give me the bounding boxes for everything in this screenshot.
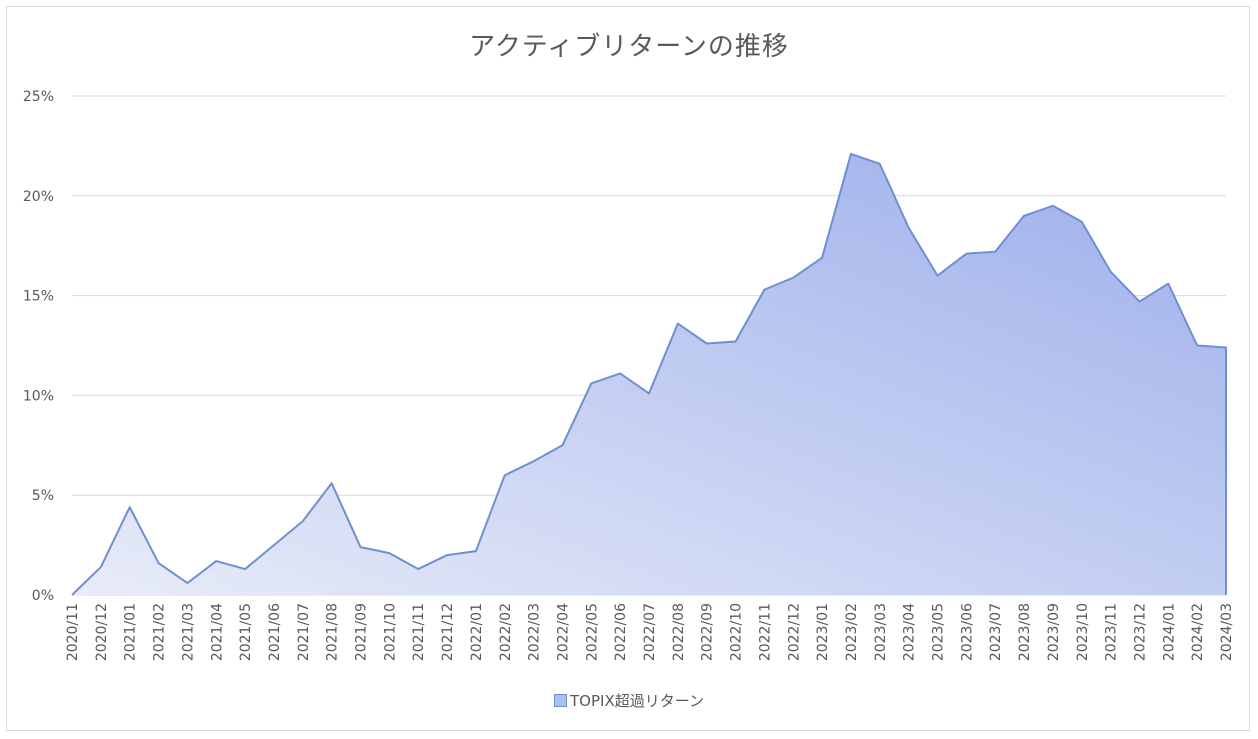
x-tick-label: 2022/11 bbox=[757, 603, 773, 661]
y-tick-label: 10% bbox=[23, 388, 54, 404]
y-tick-label: 5% bbox=[32, 488, 54, 504]
x-tick-label: 2021/02 bbox=[152, 603, 168, 661]
y-tick-label: 25% bbox=[23, 89, 54, 105]
x-axis-tick-labels: 2020/11 2020/12 2021/01 2021/02 2021/03 2021/… bbox=[65, 603, 1235, 661]
x-tick-label: 2023/01 bbox=[815, 603, 831, 661]
x-tick-label: 2021/05 bbox=[238, 603, 254, 661]
x-tick-label: 2024/01 bbox=[1161, 603, 1177, 661]
legend: TOPIX超過リターン bbox=[0, 690, 1258, 711]
x-tick-label: 2023/11 bbox=[1104, 603, 1120, 661]
x-tick-label: 2023/05 bbox=[931, 603, 947, 661]
x-tick-label: 2024/02 bbox=[1190, 603, 1206, 661]
x-tick-label: 2022/12 bbox=[786, 603, 802, 661]
x-tick-label: 2023/09 bbox=[1046, 603, 1062, 661]
series-area-fill bbox=[72, 153, 1226, 595]
y-tick-label: 20% bbox=[23, 189, 54, 205]
y-tick-label: 15% bbox=[23, 289, 54, 305]
x-tick-label: 2023/07 bbox=[988, 603, 1004, 661]
x-tick-label: 2022/08 bbox=[671, 603, 687, 661]
x-tick-label: 2022/09 bbox=[700, 603, 716, 661]
x-tick-label: 2020/11 bbox=[65, 603, 81, 661]
x-tick-label: 2023/06 bbox=[959, 603, 975, 661]
x-tick-label: 2023/02 bbox=[844, 603, 860, 661]
chart-title: アクティブリターンの推移 bbox=[469, 32, 789, 62]
x-tick-label: 2021/03 bbox=[180, 603, 196, 661]
data-series bbox=[71, 152, 1227, 596]
x-tick-label: 2022/01 bbox=[469, 603, 485, 661]
series-line bbox=[71, 152, 1227, 596]
x-tick-label: 2023/04 bbox=[902, 603, 918, 661]
x-tick-label: 2022/06 bbox=[613, 603, 629, 661]
x-tick-label: 2021/10 bbox=[382, 603, 398, 661]
legend-swatch-icon bbox=[554, 694, 568, 707]
x-tick-label: 2021/08 bbox=[325, 603, 341, 661]
x-tick-label: 2021/04 bbox=[209, 603, 225, 661]
x-tick-label: 2022/02 bbox=[498, 603, 514, 661]
x-tick-label: 2023/10 bbox=[1075, 603, 1091, 661]
x-tick-label: 2023/08 bbox=[1017, 603, 1033, 661]
x-tick-label: 2021/06 bbox=[267, 603, 283, 661]
x-tick-label: 2021/12 bbox=[440, 603, 456, 661]
x-tick-label: 2022/05 bbox=[584, 603, 600, 661]
x-tick-label: 2023/03 bbox=[873, 603, 889, 661]
x-tick-label: 2022/03 bbox=[527, 603, 543, 661]
x-tick-label: 2021/11 bbox=[411, 603, 427, 661]
x-tick-label: 2022/07 bbox=[642, 603, 658, 661]
x-tick-label: 2021/07 bbox=[296, 603, 312, 661]
x-tick-label: 2022/10 bbox=[729, 603, 745, 661]
y-axis-tick-labels: 0% 5% 10% 15% 20% 25% bbox=[23, 89, 54, 604]
x-tick-label: 2022/04 bbox=[555, 603, 571, 661]
y-tick-label: 0% bbox=[32, 588, 54, 604]
x-tick-label: 2024/03 bbox=[1219, 603, 1235, 661]
legend-label: TOPIX超過リターン bbox=[570, 692, 704, 710]
x-tick-label: 2023/12 bbox=[1132, 603, 1148, 661]
x-tick-label: 2021/01 bbox=[123, 603, 139, 661]
x-tick-label: 2020/12 bbox=[94, 603, 110, 661]
x-tick-label: 2021/09 bbox=[354, 603, 370, 661]
